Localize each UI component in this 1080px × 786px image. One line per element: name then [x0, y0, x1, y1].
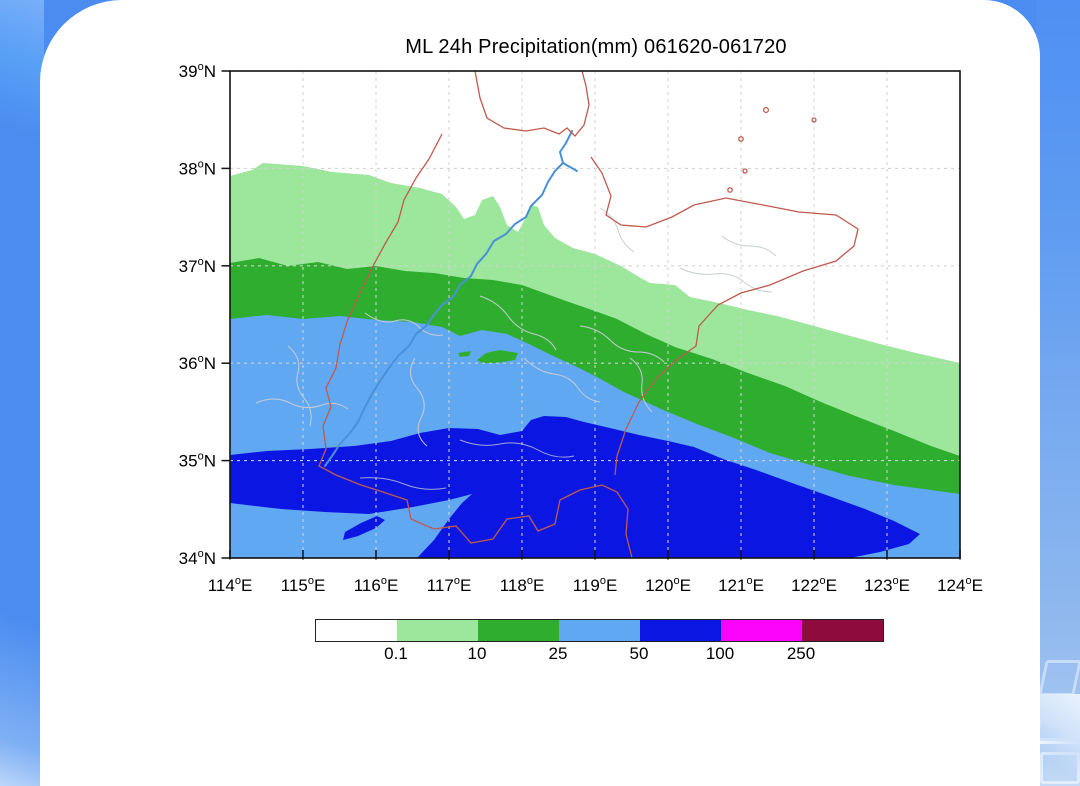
axis-tick-label: 118oE [500, 575, 545, 595]
axis-tick-label: 35oN [179, 451, 216, 471]
left-decoration-strip [0, 0, 44, 786]
y-axis-labels: 34oN 35oN 36oN 37oN 38oN 39oN [179, 61, 216, 568]
right-decoration-strip [1033, 0, 1080, 786]
colorbar-cell [316, 620, 397, 641]
axis-tick-label: 115oE [281, 575, 326, 595]
watermark-glyph [1038, 660, 1080, 696]
county-borders [255, 207, 777, 490]
axis-tick-label: 121oE [718, 575, 764, 595]
colorbar-labels: 0.1 10 25 50 100 250 [315, 644, 882, 666]
axis-ticks [221, 70, 961, 560]
colorbar-legend [315, 619, 884, 642]
colorbar-cell [802, 620, 883, 641]
content-card: ML 24h Precipitation(mm) 061620-061720 [40, 0, 1040, 786]
axis-tick-label: 38oN [179, 158, 216, 178]
axis-tick-label: 122oE [791, 575, 837, 595]
axis-tick-label: 114oE [208, 575, 253, 595]
river-line [324, 130, 578, 467]
colorbar-cell [721, 620, 802, 641]
corner-highlight [1036, 694, 1080, 786]
blue-island [343, 516, 385, 540]
axis-tick-label: 39oN [179, 61, 216, 81]
axis-tick-label: 37oN [179, 256, 216, 276]
axis-tick-label: 116oE [354, 575, 399, 595]
chart-title: ML 24h Precipitation(mm) 061620-061720 [405, 36, 787, 58]
axis-tick-label: 120oE [645, 575, 691, 595]
x-axis-labels: 114oE 115oE 116oE 117oE 118oE 119oE 120oE 121oE… [208, 575, 983, 595]
axis-tick-label: 117oE [427, 575, 472, 595]
axis-tick-label: 119oE [573, 575, 618, 595]
colorbar-boundary-label: 0.1 [384, 644, 408, 663]
colorbar-boundary-label: 100 [705, 644, 735, 663]
colorbar-boundary-label: 250 [786, 644, 816, 663]
graticule [230, 71, 960, 558]
band-50-100mm [230, 416, 920, 558]
colorbar-cell [478, 620, 559, 641]
colorbar-cell [397, 620, 478, 641]
colorbar-cell [640, 620, 721, 641]
province-borders [318, 71, 859, 558]
colorbar-boundary-label: 25 [548, 644, 568, 663]
colorbar-cell [559, 620, 640, 641]
axis-tick-label: 36oN [179, 353, 216, 373]
green-island-small [458, 351, 471, 357]
colorbar-boundary-label: 50 [629, 644, 649, 663]
green-island-large [477, 350, 518, 363]
axis-tick-label: 124oE [937, 575, 983, 595]
axis-tick-label: 34oN [179, 548, 216, 568]
colorbar-boundary-label: 10 [467, 644, 487, 663]
axis-tick-label: 123oE [864, 575, 910, 595]
precipitation-map: 114oE 115oE 116oE 117oE 118oE 119oE 120oE 121oE… [179, 61, 983, 595]
